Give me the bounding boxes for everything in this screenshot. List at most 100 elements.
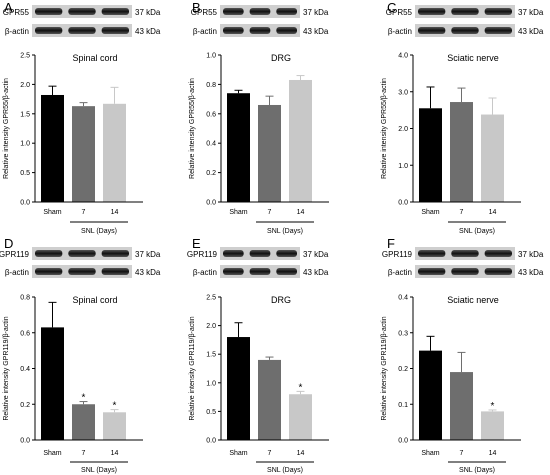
y-tick-label: 0.6 <box>206 111 216 118</box>
x-category-label: 14 <box>297 209 305 216</box>
blot-kda: 43 kDa <box>518 268 544 277</box>
x-group-label: SNL (Days) <box>459 228 495 235</box>
blot-band <box>223 250 244 257</box>
blot-band <box>35 250 63 257</box>
bar-1 <box>258 104 281 202</box>
y-tick-label: 2.5 <box>206 295 216 302</box>
y-axis-label: Relative intensity GPR119/β-actin <box>3 316 10 420</box>
blot-band <box>418 268 446 275</box>
y-axis-label: Relative intensity GPR55/β-actin <box>3 78 10 179</box>
chart-title: Sciatic nerve <box>447 53 499 63</box>
blot-band <box>249 250 271 257</box>
blot-band <box>68 268 96 275</box>
blot-kda: 43 kDa <box>518 27 544 36</box>
chart-title: Spinal cord <box>72 53 117 63</box>
blot-label: GPR55 <box>386 8 413 17</box>
y-tick-label: 4.0 <box>398 53 408 60</box>
blot-target: GPR119 37 kDa <box>0 247 161 260</box>
blot-band <box>451 268 479 275</box>
y-tick-label: 0.2 <box>206 170 216 177</box>
panel-letter: F <box>387 236 395 251</box>
y-tick-label: 0.4 <box>206 141 216 148</box>
y-tick-label: 1.5 <box>20 111 30 118</box>
bar-1 <box>450 102 473 202</box>
y-tick-label: 0.2 <box>20 402 30 409</box>
blot-band <box>35 268 63 275</box>
blot-band <box>101 8 129 15</box>
y-tick-label: 0.2 <box>398 366 408 373</box>
bar-0 <box>419 350 442 440</box>
blot-label: β-actin <box>5 27 29 36</box>
bar-chart: 0.0 0.5 1.0 1.5 2.0 2.5 Relative intensity GPR… <box>3 53 143 235</box>
panel-letter: D <box>4 236 13 251</box>
blot-band <box>101 27 129 34</box>
bar-chart: 0.0 0.1 0.2 0.3 0.4 Relative intensity GPR119… <box>381 295 521 474</box>
blot-label: GPR119 <box>0 250 30 259</box>
bar-0 <box>41 327 64 440</box>
bar-1 <box>72 106 95 202</box>
blot-band <box>418 250 446 257</box>
blot-band <box>451 250 479 257</box>
blot-target: GPR55 37 kDa <box>386 5 544 18</box>
significance-mark: * <box>113 401 117 412</box>
x-category-label: Sham <box>229 209 247 216</box>
blot-label: β-actin <box>193 27 217 36</box>
x-group-label: SNL (Days) <box>267 228 303 235</box>
y-tick-label: 2.0 <box>206 323 216 330</box>
blot-kda: 43 kDa <box>135 27 161 36</box>
x-group-label: SNL (Days) <box>81 228 117 235</box>
y-tick-label: 0.3 <box>398 330 408 337</box>
x-category-label: 14 <box>111 209 119 216</box>
blot-band <box>418 27 446 34</box>
x-category-label: Sham <box>229 450 247 457</box>
blot-band <box>68 250 96 257</box>
y-tick-label: 0.4 <box>398 295 408 302</box>
blot-band <box>484 27 512 34</box>
blot-label: GPR55 <box>3 8 30 17</box>
x-category-label: 7 <box>460 450 464 457</box>
significance-mark: * <box>491 401 495 412</box>
bar-2 <box>103 103 126 202</box>
x-category-label: 7 <box>268 450 272 457</box>
blot-band <box>484 250 512 257</box>
blot-band <box>276 27 297 34</box>
panel-letter: B <box>192 0 201 15</box>
panel-letter: C <box>387 0 396 15</box>
x-category-label: 14 <box>297 450 305 457</box>
blot-label: β-actin <box>388 27 412 36</box>
x-group-label: SNL (Days) <box>459 467 495 474</box>
blot-label: GPR55 <box>191 8 218 17</box>
x-category-label: Sham <box>421 450 439 457</box>
blot-actin: β-actin 43 kDa <box>388 24 544 37</box>
blot-label: GPR119 <box>187 250 218 259</box>
blot-band <box>451 8 479 15</box>
y-tick-label: 1.5 <box>206 352 216 359</box>
bar-2 <box>103 412 126 440</box>
chart-title: Spinal cord <box>72 295 117 305</box>
bar-0 <box>41 94 64 202</box>
blot-actin: β-actin 43 kDa <box>193 265 329 278</box>
blot-band <box>223 268 244 275</box>
y-tick-label: 1.0 <box>20 141 30 148</box>
significance-mark: * <box>82 393 86 404</box>
blot-band <box>35 8 63 15</box>
x-category-label: 7 <box>82 450 86 457</box>
bar-0 <box>419 108 442 202</box>
x-category-label: Sham <box>43 209 61 216</box>
blot-kda: 37 kDa <box>518 250 544 259</box>
x-category-label: Sham <box>421 209 439 216</box>
blot-label: β-actin <box>388 268 412 277</box>
blot-kda: 37 kDa <box>135 8 161 17</box>
blot-band <box>68 8 96 15</box>
y-tick-label: 0.8 <box>20 295 30 302</box>
blot-kda: 43 kDa <box>135 268 161 277</box>
bar-chart: 0.0 0.2 0.4 0.6 0.8 1.0 Relative intensity GPR… <box>189 53 329 235</box>
blot-label: β-actin <box>193 268 217 277</box>
bar-0 <box>227 337 250 440</box>
x-category-label: 14 <box>111 450 119 457</box>
y-axis-label: Relative intensity GPR119/β-actin <box>189 316 196 420</box>
